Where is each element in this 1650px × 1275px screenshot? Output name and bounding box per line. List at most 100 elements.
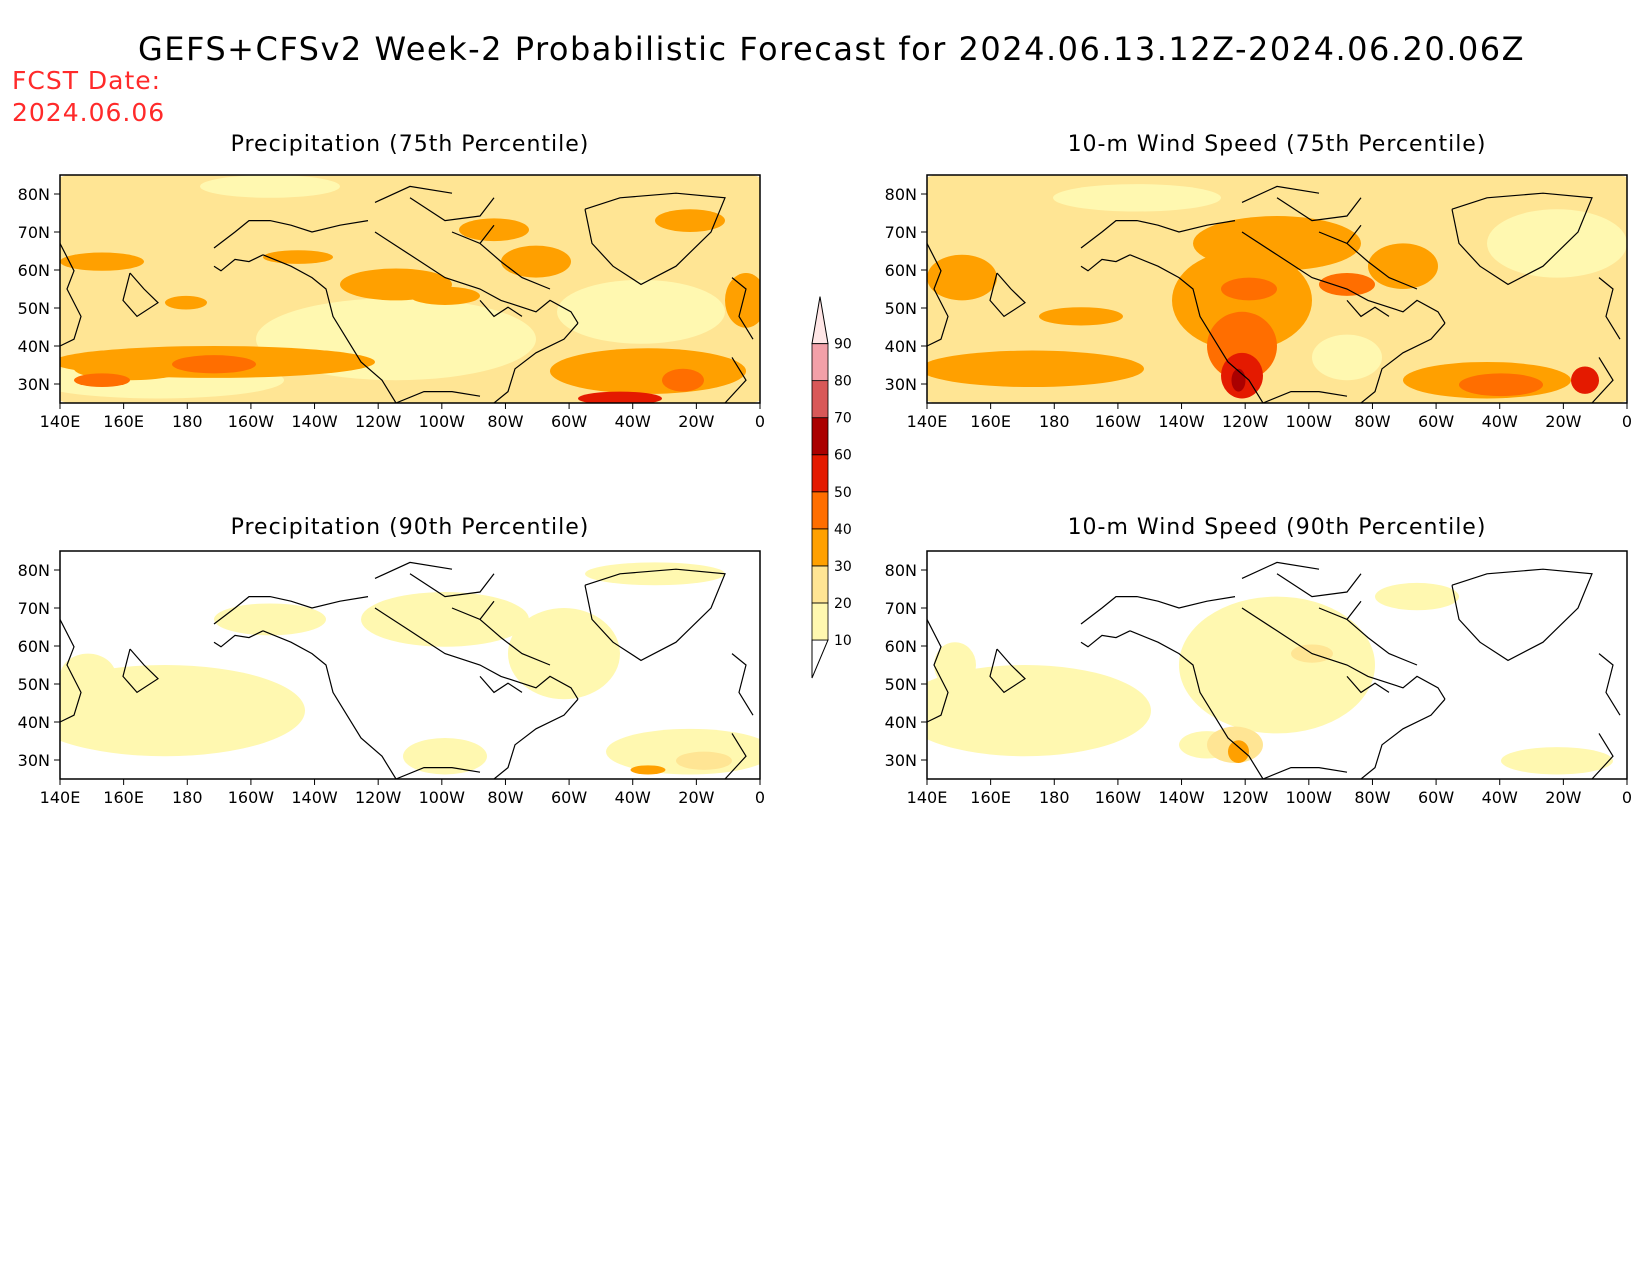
- probability-contour: [501, 245, 571, 278]
- coastline: [213, 220, 369, 249]
- probability-contour: [60, 346, 375, 378]
- probability-contour: [662, 368, 704, 392]
- map-frame: [59, 550, 761, 780]
- lon-tick-label: 80W: [1354, 412, 1390, 431]
- coastline: [731, 277, 754, 340]
- coastline: [927, 619, 949, 723]
- coastline: [1318, 600, 1362, 621]
- fcst-date-label: FCST Date:: [12, 66, 162, 95]
- map-frame: [926, 550, 1628, 780]
- coastline: [451, 600, 495, 621]
- lon-tick-label: 120W: [355, 412, 402, 431]
- coastline: [1346, 618, 1418, 666]
- coastline: [122, 272, 159, 318]
- probability-contour: [214, 603, 326, 636]
- lat-tick-label: 30N: [18, 375, 50, 394]
- legend-swatch: [811, 454, 829, 493]
- lat-tick-label: 70N: [885, 223, 917, 242]
- coastline: [1360, 698, 1446, 779]
- lat-tick-label: 50N: [18, 299, 50, 318]
- coastline: [479, 242, 551, 290]
- lon-tick-label: 100W: [419, 412, 466, 431]
- lon-tick-label: 60W: [1418, 412, 1454, 431]
- probability-contour: [1221, 352, 1263, 399]
- lat-tick-label: 40N: [18, 713, 50, 732]
- coastline: [60, 619, 82, 723]
- lon-tick-label: 40W: [615, 412, 651, 431]
- coastline: [60, 243, 82, 347]
- coastline: [1276, 197, 1362, 222]
- coastline: [1129, 630, 1264, 779]
- coastline: [1598, 653, 1621, 716]
- coastline: [989, 648, 1026, 694]
- lon-tick-label: 80W: [487, 788, 523, 807]
- legend-level-label: 70: [834, 411, 852, 427]
- lon-tick-label: 0: [1622, 412, 1632, 431]
- lat-tick-label: 80N: [18, 185, 50, 204]
- panel-title-wind75: 10-m Wind Speed (75th Percentile): [1067, 132, 1487, 157]
- lat-tick-label: 80N: [18, 561, 50, 580]
- probability-contour: [1501, 747, 1613, 775]
- lat-tick-label: 30N: [885, 751, 917, 770]
- coastline: [1080, 630, 1131, 648]
- coastline: [213, 595, 369, 625]
- figure-title: GEFS+CFSv2 Week-2 Probabilistic Forecast…: [138, 30, 1526, 68]
- lon-tick-label: 140E: [907, 412, 948, 431]
- lon-tick-label: 160W: [1095, 788, 1142, 807]
- coastline: [262, 254, 397, 403]
- lat-tick-label: 80N: [885, 185, 917, 204]
- probability-contour: [557, 279, 725, 344]
- probability-contour: [1207, 311, 1277, 381]
- coastline: [479, 300, 523, 318]
- coastline: [479, 676, 523, 694]
- lat-tick-label: 50N: [18, 675, 50, 694]
- panel-title-wind90: 10-m Wind Speed (90th Percentile): [1067, 515, 1487, 540]
- coastline: [1241, 561, 1320, 579]
- coastline: [724, 733, 747, 779]
- coastline: [989, 272, 1026, 318]
- legend-swatch: [811, 343, 829, 382]
- fcst-date-value: 2024.06.06: [12, 98, 166, 127]
- probability-contour: [585, 562, 725, 586]
- legend-swatch: [811, 380, 829, 419]
- probability-contour: [1459, 373, 1543, 397]
- lat-tick-label: 50N: [885, 675, 917, 694]
- probability-contour: [1375, 582, 1459, 611]
- lon-tick-label: 140W: [291, 788, 338, 807]
- coastline: [1080, 254, 1131, 272]
- probability-contour: [508, 608, 620, 700]
- probability-contour: [403, 737, 487, 775]
- probability-contour: [60, 361, 284, 399]
- probability-contour: [606, 728, 760, 775]
- probability-contour: [1228, 740, 1249, 764]
- lon-tick-label: 100W: [1286, 788, 1333, 807]
- probability-contour: [1172, 250, 1312, 351]
- coastline: [584, 192, 726, 286]
- lat-tick-label: 60N: [18, 261, 50, 280]
- lat-tick-label: 50N: [885, 299, 917, 318]
- probability-contour: [60, 175, 760, 403]
- lon-tick-label: 100W: [419, 788, 466, 807]
- coastline: [1346, 300, 1390, 318]
- probability-contour: [361, 592, 529, 647]
- lon-tick-label: 160E: [970, 788, 1011, 807]
- lon-tick-label: 40W: [1482, 412, 1518, 431]
- lat-tick-label: 60N: [885, 637, 917, 656]
- coastline: [1598, 277, 1621, 340]
- lon-tick-label: 60W: [551, 412, 587, 431]
- coastline: [493, 698, 579, 779]
- coastline: [1346, 676, 1390, 694]
- lon-tick-label: 160E: [103, 412, 144, 431]
- lon-tick-label: 140E: [40, 788, 81, 807]
- probability-contour: [1487, 209, 1627, 278]
- lon-tick-label: 40W: [615, 788, 651, 807]
- coastline: [1318, 224, 1362, 245]
- probability-contour: [655, 209, 725, 233]
- coastline: [1591, 357, 1614, 403]
- lat-tick-label: 30N: [885, 375, 917, 394]
- probability-contour: [60, 252, 144, 271]
- probability-contour: [172, 355, 256, 374]
